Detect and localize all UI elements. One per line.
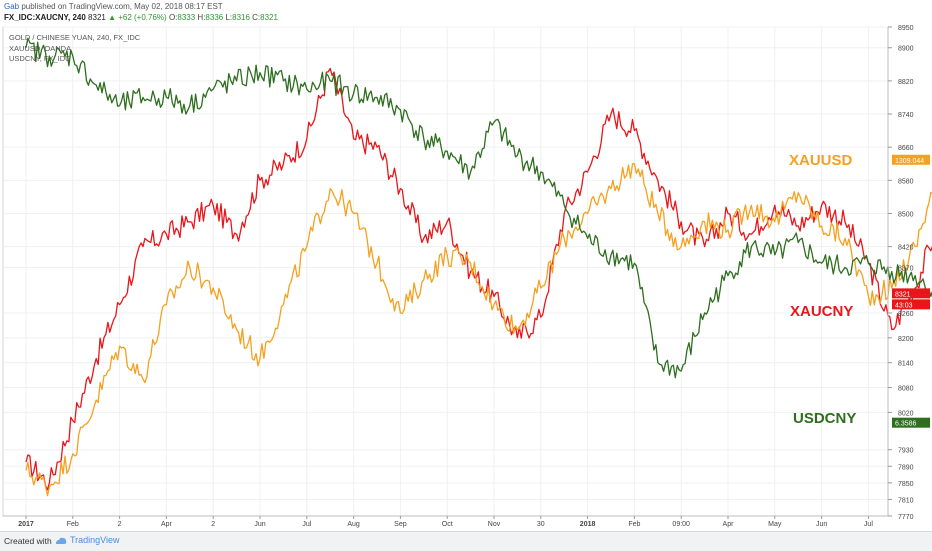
y-tick-label: 8740 xyxy=(898,112,914,119)
legend-usdcny[interactable]: USDCNY, FX_IDC xyxy=(9,54,71,63)
low-value: 8316 xyxy=(232,13,250,22)
x-tick-label: Jun xyxy=(254,521,265,528)
price-chart[interactable]: 8950 8900 8820 8740 8660 8580 8500 8420 8370 8260… xyxy=(0,0,932,531)
y-tick-label: 8580 xyxy=(898,178,914,185)
y-tick-label: 7890 xyxy=(898,464,914,471)
symbol-name: FX_IDC:XAUCNY, 240 xyxy=(4,13,86,22)
x-tick-label: Jul xyxy=(302,521,311,528)
legend-xauusd[interactable]: XAUUSD, OANDA xyxy=(9,44,72,53)
price-flag-xaucny-2-text: 43:03 xyxy=(895,302,913,309)
last-price: 8321 xyxy=(88,13,106,22)
price-flag-xaucny-text: 8321 xyxy=(895,291,911,298)
author-link[interactable]: Gab xyxy=(4,2,20,11)
x-tick-label: Sep xyxy=(394,521,407,528)
x-tick-label: Jun xyxy=(816,521,827,528)
x-tick-label: 2 xyxy=(211,521,215,528)
price-flag-usdcny-box xyxy=(892,417,930,428)
y-tick-label: 8200 xyxy=(898,336,914,343)
y-tick-label: 8140 xyxy=(898,361,914,368)
publish-info: published on TradingView.com, May 02, 20… xyxy=(21,2,223,11)
price-change: ▲ +62 (+0.76%) xyxy=(108,13,167,22)
x-tick-label: 2018 xyxy=(580,521,596,528)
x-tick-label: 30 xyxy=(537,521,545,528)
x-tick-label: 09:00 xyxy=(672,521,690,528)
y-tick-label: 8820 xyxy=(898,79,914,86)
y-tick-label: 8020 xyxy=(898,410,914,417)
price-flag-xauusd-box xyxy=(892,154,930,165)
x-tick-label: 2 xyxy=(118,521,122,528)
tradingview-link[interactable]: TradingView xyxy=(55,535,120,545)
price-flag-xaucny-box xyxy=(892,288,930,299)
series-line-xaucny xyxy=(25,67,932,491)
y-tick-label: 8950 xyxy=(898,25,914,32)
y-tick-label: 8900 xyxy=(898,46,914,53)
x-tick-label: Feb xyxy=(67,521,79,528)
open-key: O: xyxy=(168,13,178,22)
close-key: C: xyxy=(252,13,261,22)
x-tick-label: Jul xyxy=(864,521,873,528)
x-tick-label: Oct xyxy=(442,521,453,528)
legend-main-series[interactable]: GOLD / CHINESE YUAN, 240, FX_IDC xyxy=(9,33,141,42)
series-line-xauusd xyxy=(25,163,932,497)
close-value: 8321 xyxy=(260,13,278,22)
x-tick-label: Feb xyxy=(628,521,640,528)
y-tick-label: 7850 xyxy=(898,481,914,488)
series-label-usdcny: USDCNY xyxy=(793,410,857,427)
x-tick-label: Apr xyxy=(723,521,735,528)
x-tick-label: Aug xyxy=(347,521,360,528)
high-key: H: xyxy=(197,13,206,22)
publish-line: Gab published on TradingView.com, May 02… xyxy=(4,2,223,11)
y-tick-label: 7810 xyxy=(898,497,914,504)
series-label-xauusd: XAUUSD xyxy=(789,152,853,169)
y-tick-label: 8080 xyxy=(898,386,914,393)
x-tick-label: May xyxy=(768,521,782,528)
series-label-xaucny: XAUCNY xyxy=(790,303,854,320)
x-tick-label: Nov xyxy=(488,521,501,528)
price-flag-xauusd-text: 1309.044 xyxy=(895,158,924,165)
tradingview-brand: TradingView xyxy=(70,535,120,545)
y-tick-label: 8420 xyxy=(898,245,914,252)
open-value: 8333 xyxy=(177,13,196,22)
y-tick-label: 8500 xyxy=(898,211,914,218)
series-line-usdcny xyxy=(25,37,932,379)
x-tick-label: 2017 xyxy=(18,521,34,528)
y-tick-label: 8660 xyxy=(898,145,914,152)
price-flag-xaucny-2-box xyxy=(892,299,930,310)
footer-bar: Created with TradingView xyxy=(0,531,932,551)
y-tick-label: 8260 xyxy=(898,311,914,318)
y-tick-label: 8370 xyxy=(898,265,914,272)
price-flag-usdcny-text: 6.3586 xyxy=(895,421,917,428)
tradingview-cloud-icon xyxy=(56,537,67,545)
y-tick-label: 7770 xyxy=(898,514,914,521)
created-with-text: Created with xyxy=(4,536,52,546)
y-tick-label: 7930 xyxy=(898,448,914,455)
low-key: L: xyxy=(225,13,233,22)
high-value: 8336 xyxy=(205,13,224,22)
x-tick-label: Apr xyxy=(161,521,173,528)
plot-area xyxy=(2,26,889,517)
symbol-line: FX_IDC:XAUCNY, 240 8321 ▲ +62 (+0.76%) O… xyxy=(4,13,278,22)
